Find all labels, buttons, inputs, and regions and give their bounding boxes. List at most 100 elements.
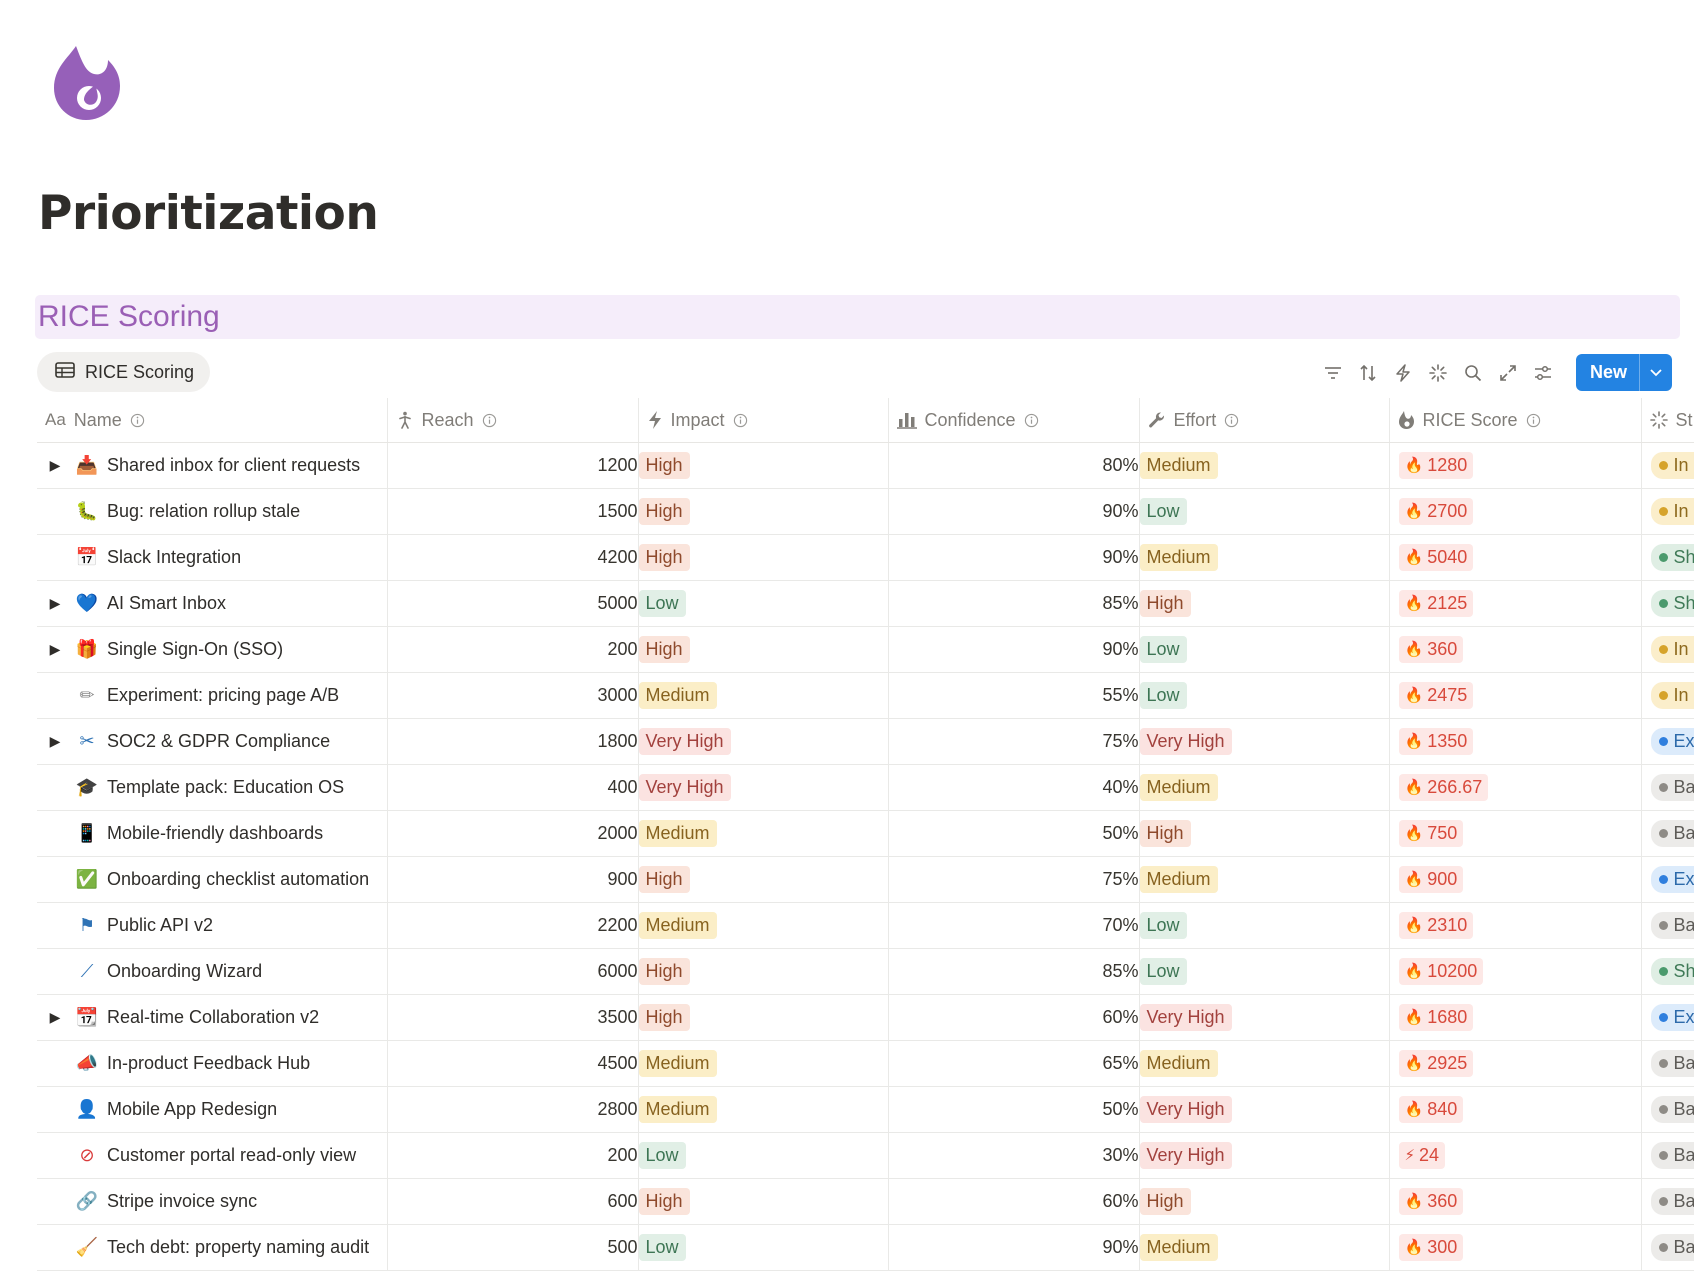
cell-reach[interactable]: 3000 (386, 672, 638, 719)
cell-confidence[interactable]: 85% (887, 948, 1139, 995)
cell-rice-score[interactable]: 🔥 360 (1388, 1178, 1641, 1225)
chevron-down-icon[interactable] (1639, 354, 1672, 391)
cell-impact[interactable]: Low (637, 1224, 888, 1271)
cell-reach[interactable]: 900 (386, 856, 638, 903)
cell-rice-score[interactable]: 🔥 900 (1388, 856, 1641, 903)
cell-confidence[interactable]: 70% (887, 902, 1139, 949)
view-tab-rice-scoring[interactable]: RICE Scoring (37, 352, 211, 392)
cell-name[interactable]: ▶✅Onboarding checklist automation (37, 856, 387, 903)
cell-confidence[interactable]: 30% (887, 1132, 1139, 1179)
cell-rice-score[interactable]: 🔥 266.67 (1388, 764, 1641, 811)
cell-status[interactable]: In p (1640, 488, 1694, 535)
cell-status[interactable]: Bac (1640, 1040, 1694, 1087)
cell-name[interactable]: ▶📣In-product Feedback Hub (37, 1040, 387, 1087)
column-header-impact[interactable]: Impact (637, 398, 888, 443)
row-name[interactable]: Mobile-friendly dashboards (107, 823, 324, 843)
column-header-effort[interactable]: Effort (1138, 398, 1389, 443)
row-name[interactable]: Tech debt: property naming audit (107, 1237, 370, 1257)
cell-name[interactable]: ▶🎓Template pack: Education OS (37, 764, 387, 811)
cell-status[interactable]: In p (1640, 672, 1694, 719)
cell-effort[interactable]: Very High (1138, 1132, 1389, 1179)
row-name[interactable]: Customer portal read-only view (107, 1145, 357, 1165)
cell-reach[interactable]: 5000 (386, 580, 638, 627)
cell-effort[interactable]: Low (1138, 488, 1389, 535)
cell-name[interactable]: ▶🧹Tech debt: property naming audit (37, 1224, 387, 1271)
cell-confidence[interactable]: 90% (887, 534, 1139, 581)
table-row[interactable]: ▶🔗Stripe invoice sync600High60%High🔥360B… (37, 1178, 1694, 1225)
cell-rice-score[interactable]: 🔥 1350 (1388, 718, 1641, 765)
cell-effort[interactable]: Medium (1138, 1040, 1389, 1087)
cell-reach[interactable]: 1500 (386, 488, 638, 535)
cell-effort[interactable]: Low (1138, 672, 1389, 719)
cell-reach[interactable]: 400 (386, 764, 638, 811)
cell-effort[interactable]: Medium (1138, 442, 1389, 489)
cell-impact[interactable]: Medium (637, 1086, 888, 1133)
table-row[interactable]: ▶ 📆 Real-time Collaboration v2 3500 High 60% V… (37, 994, 1694, 1041)
filter-icon[interactable] (1323, 362, 1344, 383)
cell-impact[interactable]: High (637, 626, 888, 673)
expand-toggle-icon[interactable]: ▶ (49, 641, 61, 657)
cell-confidence[interactable]: 75% (887, 856, 1139, 903)
cell-effort[interactable]: Low (1138, 948, 1389, 995)
expand-icon[interactable] (1498, 362, 1519, 383)
cell-name[interactable]: ▶👤Mobile App Redesign (37, 1086, 387, 1133)
table-row[interactable]: ▶⊘Customer portal read-only view200Low30… (37, 1132, 1694, 1179)
cell-rice-score[interactable]: 🔥 2125 (1388, 580, 1641, 627)
column-header-status[interactable]: St (1640, 398, 1694, 443)
row-name[interactable]: Onboarding checklist automation (107, 869, 370, 889)
cell-confidence[interactable]: 90% (887, 1224, 1139, 1271)
cell-effort[interactable]: High (1138, 810, 1389, 857)
cell-status[interactable]: Bac (1640, 1224, 1694, 1271)
cell-confidence[interactable]: 85% (887, 580, 1139, 627)
row-name[interactable]: Slack Integration (107, 547, 242, 567)
cell-reach[interactable]: 1200 (386, 442, 638, 489)
row-name[interactable]: Bug: relation rollup stale (107, 501, 301, 521)
loading-icon[interactable] (1428, 362, 1449, 383)
cell-effort[interactable]: Medium (1138, 856, 1389, 903)
table-row[interactable]: ▶ 📥 Shared inbox for client requests 1200 Hi… (37, 442, 1694, 489)
cell-effort[interactable]: Medium (1138, 764, 1389, 811)
cell-confidence[interactable]: 90% (887, 626, 1139, 673)
cell-name[interactable]: ▶🐛Bug: relation rollup stale (37, 488, 387, 535)
cell-status[interactable]: Bac (1640, 810, 1694, 857)
cell-status[interactable]: Bac (1640, 902, 1694, 949)
cell-effort[interactable]: Medium (1138, 1224, 1389, 1271)
row-name[interactable]: Onboarding Wizard (107, 961, 263, 981)
settings-icon[interactable] (1533, 362, 1554, 383)
column-header-reach[interactable]: Reach (386, 398, 638, 443)
expand-toggle-icon[interactable]: ▶ (49, 457, 61, 473)
cell-status[interactable]: Bac (1640, 1086, 1694, 1133)
cell-status[interactable]: Exp (1640, 994, 1694, 1041)
expand-toggle-icon[interactable]: ▶ (49, 595, 61, 611)
cell-reach[interactable]: 2800 (386, 1086, 638, 1133)
cell-impact[interactable]: Very High (637, 718, 888, 765)
table-row[interactable]: ▶📅Slack Integration4200High90%Medium🔥504… (37, 534, 1694, 581)
cell-name[interactable]: ▶⊘Customer portal read-only view (37, 1132, 387, 1179)
cell-reach[interactable]: 3500 (386, 994, 638, 1041)
automation-icon[interactable] (1393, 362, 1414, 383)
cell-name[interactable]: ▶🔗Stripe invoice sync (37, 1178, 387, 1225)
cell-impact[interactable]: Medium (637, 902, 888, 949)
cell-status[interactable]: Shi (1640, 534, 1694, 581)
cell-confidence[interactable]: 50% (887, 810, 1139, 857)
cell-impact[interactable]: High (637, 488, 888, 535)
table-row[interactable]: ▶🧹Tech debt: property naming audit500Low… (37, 1224, 1694, 1271)
cell-confidence[interactable]: 90% (887, 488, 1139, 535)
cell-impact[interactable]: Low (637, 580, 888, 627)
table-row[interactable]: ▶📣In-product Feedback Hub4500Medium65%Me… (37, 1040, 1694, 1087)
cell-impact[interactable]: High (637, 534, 888, 581)
cell-impact[interactable]: High (637, 442, 888, 489)
row-name[interactable]: Template pack: Education OS (107, 777, 345, 797)
search-icon[interactable] (1463, 362, 1484, 383)
cell-impact[interactable]: High (637, 948, 888, 995)
cell-rice-score[interactable]: 🔥 1680 (1388, 994, 1641, 1041)
cell-rice-score[interactable]: 🔥 2700 (1388, 488, 1641, 535)
cell-rice-score[interactable]: 🔥 2310 (1388, 902, 1641, 949)
cell-reach[interactable]: 2200 (386, 902, 638, 949)
cell-name[interactable]: ▶ ✂ SOC2 & GDPR Compliance (37, 718, 387, 765)
cell-effort[interactable]: Medium (1138, 534, 1389, 581)
page-title[interactable]: Prioritization (38, 186, 379, 241)
cell-impact[interactable]: Medium (637, 672, 888, 719)
cell-name[interactable]: ▶⟋Onboarding Wizard (37, 948, 387, 995)
